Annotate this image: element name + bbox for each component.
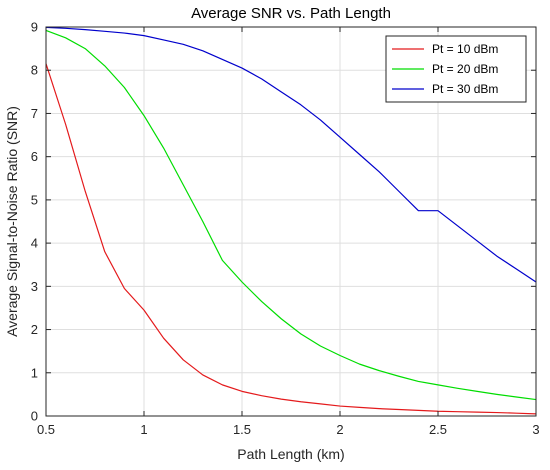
x-tick-label: 0.5: [37, 422, 55, 437]
y-tick-label: 1: [31, 365, 38, 380]
y-tick-label: 5: [31, 192, 38, 207]
chart-title: Average SNR vs. Path Length: [191, 5, 391, 22]
x-tick-label: 1: [140, 422, 147, 437]
y-tick-label: 4: [31, 236, 38, 251]
ticks: 0.5 1 1.5 2 2.5 3 0 1 2 3 4 5 6 7 8 9: [31, 20, 540, 438]
x-tick-label: 2.5: [429, 422, 447, 437]
series-line: [45, 26, 537, 283]
plot-frame: [45, 26, 537, 417]
y-tick-label: 2: [31, 322, 38, 337]
series-line: [45, 63, 537, 415]
legend: Pt = 10 dBm Pt = 20 dBm Pt = 30 dBm: [385, 35, 527, 103]
series-line: [45, 29, 537, 401]
y-tick-label: 0: [31, 409, 38, 424]
y-tick-label: 6: [31, 149, 38, 164]
y-tick-label: 8: [31, 63, 38, 78]
x-axis-title: Path Length (km): [237, 446, 344, 462]
legend-label: Pt = 30 dBm: [432, 82, 498, 96]
y-tick-label: 3: [31, 279, 38, 294]
x-tick-label: 2: [336, 422, 343, 437]
series-lines: [45, 26, 537, 415]
y-tick-label: 7: [31, 106, 38, 121]
x-tick-label: 3: [532, 422, 539, 437]
y-tick-label: 9: [31, 20, 38, 35]
y-axis-title: Average Signal-to-Noise Ratio (SNR): [4, 106, 20, 337]
legend-label: Pt = 10 dBm: [432, 42, 498, 56]
x-tick-label: 1.5: [233, 422, 251, 437]
legend-label: Pt = 20 dBm: [432, 62, 498, 76]
